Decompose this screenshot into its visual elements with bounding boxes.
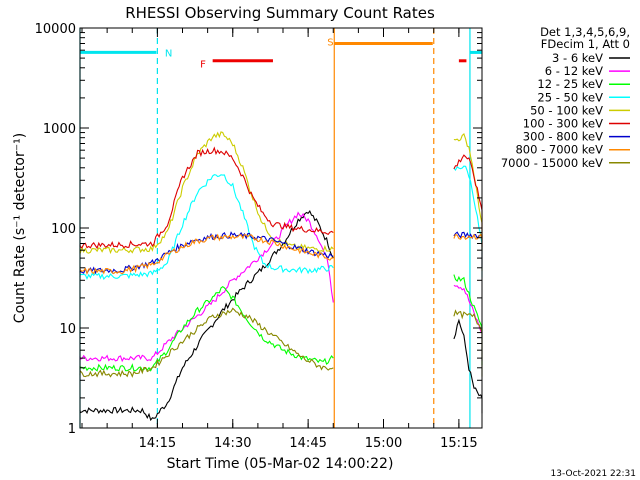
- series-0-segment-0: [79, 210, 334, 422]
- flag-label-2: F: [200, 60, 206, 71]
- series-8-segment-0: [79, 307, 334, 378]
- y-tick-label-2: 100: [51, 222, 76, 237]
- legend-label-6: 300 - 800 keV: [523, 130, 603, 144]
- flag-label-0: N: [165, 48, 172, 59]
- series-3-segment-1: [453, 165, 483, 278]
- x-tick-label-1: 14:30: [214, 436, 251, 451]
- y-tick-label-0: 1: [68, 422, 76, 437]
- series-8: [79, 307, 483, 378]
- series-0-segment-1: [453, 318, 483, 414]
- y-tick-label-4: 10000: [35, 22, 76, 37]
- legend-label-1: 6 - 12 keV: [545, 64, 603, 78]
- legend-label-4: 50 - 100 keV: [530, 103, 603, 117]
- y-tick-label-3: 1000: [43, 122, 76, 137]
- x-tick-label-0: 14:15: [139, 436, 176, 451]
- legend-label-0: 3 - 6 keV: [552, 51, 603, 65]
- y-axis-label: Count Rate (s⁻¹ detector⁻¹): [12, 133, 28, 323]
- series-3-segment-0: [79, 174, 334, 281]
- series-1: [79, 211, 483, 363]
- legend-label-5: 100 - 300 keV: [523, 117, 603, 131]
- legend-header-0: Det 1,3,4,5,6,9,: [540, 25, 630, 39]
- series-5-segment-0: [79, 146, 334, 250]
- y-tick-label-1: 10: [59, 322, 76, 337]
- legend-header-1: FDecim 1, Att 0: [541, 37, 630, 51]
- flag-label-1: S: [327, 38, 333, 49]
- series-3: [79, 165, 483, 281]
- series-1-segment-0: [79, 211, 334, 363]
- axes: 1 10 100 1000 10000 14:15 14:30 14:45 15:00 15:15: [35, 22, 482, 451]
- x-tick-label-2: 14:45: [289, 436, 326, 451]
- legend-label-8: 7000 - 15000 keV: [501, 156, 603, 170]
- series-7-segment-0: [79, 233, 334, 276]
- legend-label-3: 25 - 50 keV: [537, 90, 603, 104]
- series-2-segment-0: [79, 286, 334, 372]
- footer-date: 13-Oct-2021 22:31: [551, 469, 636, 479]
- series-6: [79, 231, 483, 275]
- x-tick-label-3: 15:00: [365, 436, 402, 451]
- series-4: [79, 131, 483, 255]
- x-tick-label-4: 15:15: [440, 436, 477, 451]
- series-2: [79, 274, 483, 372]
- series-4-segment-0: [79, 131, 334, 255]
- legend-label-7: 800 - 7000 keV: [515, 143, 603, 157]
- x-axis-label: Start Time (05-Mar-02 14:00:22): [167, 456, 394, 472]
- chart-title: RHESSI Observing Summary Count Rates: [125, 4, 435, 22]
- legend-label-2: 12 - 25 keV: [537, 77, 603, 91]
- series-7-segment-1: [453, 233, 483, 272]
- series-7: [79, 233, 483, 276]
- flag-bars: N S F: [80, 38, 482, 71]
- data-series: [79, 131, 483, 422]
- legend: Det 1,3,4,5,6,9,FDecim 1, Att 03 - 6 keV…: [501, 25, 630, 170]
